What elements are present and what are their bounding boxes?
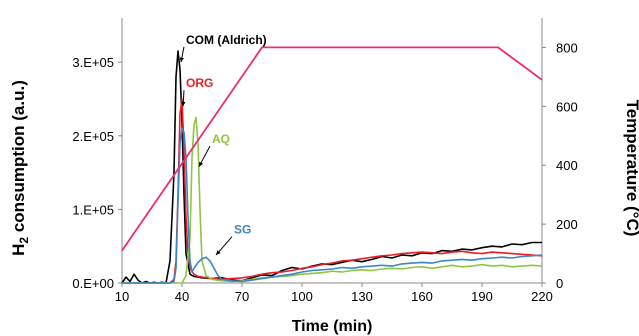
x-tick-label: 160 xyxy=(411,289,433,304)
x-tick-label: 40 xyxy=(175,289,189,304)
x-axis-title: Time (min) xyxy=(292,318,373,335)
series-line-sg xyxy=(122,127,543,284)
x-tick-label: 130 xyxy=(351,289,373,304)
y2-tick-label: 0 xyxy=(556,276,563,291)
y-tick-label: 0.E+00 xyxy=(72,276,114,291)
y2-axis-title: Temperature (°C) xyxy=(623,100,639,237)
x-tick-label: 10 xyxy=(115,289,129,304)
annotation-aq: AQ xyxy=(212,132,230,146)
annotation-com-aldrich: COM (Aldrich) xyxy=(186,33,267,47)
y-tick-label: 2.E+05 xyxy=(72,129,114,144)
annotation-org: ORG xyxy=(186,76,213,90)
annotation-sg: SG xyxy=(234,223,251,237)
x-tick-label: 100 xyxy=(291,289,313,304)
annotation-arrowhead-sg xyxy=(216,250,221,256)
annotations: COM (Aldrich) ORG AQ SG xyxy=(179,33,267,256)
x-tick-label: 220 xyxy=(531,289,553,304)
y-axis-title-rest: consumption (a.u.) xyxy=(9,80,28,237)
annotation-arrowhead-com-aldrich xyxy=(179,57,184,63)
series-line-aq xyxy=(122,116,543,284)
axes: 10 40 70 100 130 160 190 220 0.E+00 1.E+05 2.E+05 3… xyxy=(72,18,578,304)
y-axis-title-subscript: 2 xyxy=(17,237,31,244)
x-tick-label: 190 xyxy=(471,289,493,304)
y-axis-title-main: H xyxy=(9,244,28,256)
y2-tick-label: 400 xyxy=(556,158,578,173)
y-tick-label: 1.E+05 xyxy=(72,202,114,217)
series-line-org xyxy=(122,98,543,284)
axis-titles: Time (min) H2 consumption (a.u.) Tempera… xyxy=(9,80,639,335)
annotation-arrowhead-org xyxy=(181,101,186,107)
y2-tick-label: 200 xyxy=(556,217,578,232)
y2-tick-label: 600 xyxy=(556,99,578,114)
series-line-temperature xyxy=(121,46,543,252)
x-tick-label: 70 xyxy=(235,289,249,304)
y-axis-title: H2 consumption (a.u.) xyxy=(9,80,31,256)
y2-tick-label: 800 xyxy=(556,40,578,55)
y-tick-label: 3.E+05 xyxy=(72,55,114,70)
series-group xyxy=(121,46,543,284)
annotation-arrowhead-aq xyxy=(199,161,204,167)
